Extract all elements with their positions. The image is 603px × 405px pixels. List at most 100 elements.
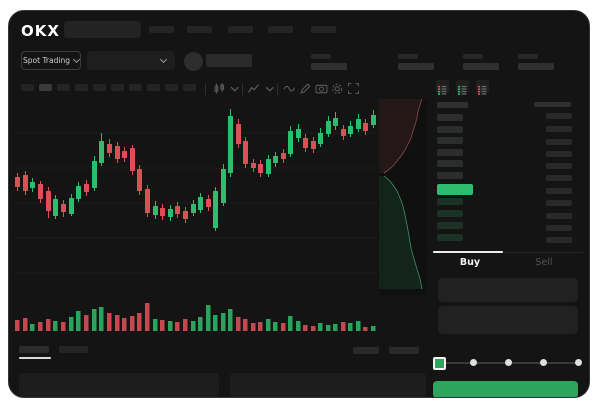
volume-bar: [84, 315, 89, 331]
amount-placeholder[interactable]: [546, 113, 572, 119]
volume-bar: [273, 322, 278, 331]
nav-item[interactable]: [149, 26, 174, 33]
orderbook-price-header: [437, 102, 468, 108]
amount-placeholder[interactable]: [546, 163, 572, 169]
amount-placeholder[interactable]: [546, 237, 572, 243]
fullscreen-icon[interactable]: [347, 82, 360, 95]
candlestick-chart[interactable]: [11, 99, 431, 295]
amount-placeholder[interactable]: [546, 188, 572, 194]
pair-dropdown[interactable]: [87, 51, 175, 70]
volume-bar: [92, 309, 97, 331]
stat-value-placeholder: [518, 63, 554, 70]
search-input[interactable]: [64, 21, 141, 38]
chevron-down-icon[interactable]: [228, 82, 241, 95]
amount-placeholder[interactable]: [546, 126, 572, 132]
chevron-down-icon[interactable]: [263, 82, 276, 95]
amount-placeholder[interactable]: [546, 225, 572, 231]
nav-item[interactable]: [228, 26, 253, 33]
volume-bar: [76, 311, 81, 331]
volume-bar: [288, 316, 293, 331]
bottom-control[interactable]: [353, 347, 379, 354]
interval-button[interactable]: [57, 84, 70, 91]
volume-bar: [175, 322, 180, 331]
volume-bar: [236, 317, 241, 331]
bid-price-placeholder[interactable]: [437, 210, 463, 217]
candle-body: [153, 206, 158, 215]
candle-body: [341, 129, 346, 136]
stat-value-placeholder: [398, 63, 434, 70]
last-price-badge[interactable]: [437, 184, 473, 195]
interval-button[interactable]: [93, 84, 106, 91]
candle-body: [348, 126, 353, 134]
bid-price-placeholder[interactable]: [437, 198, 463, 205]
bid-price-placeholder[interactable]: [437, 234, 463, 241]
ask-price-placeholder[interactable]: [437, 172, 463, 179]
interval-button[interactable]: [75, 84, 88, 91]
slider-stop[interactable]: [539, 359, 547, 366]
slider-stop[interactable]: [574, 359, 582, 366]
depth-asks-area: [379, 99, 422, 173]
bottom-tab-active[interactable]: [19, 346, 49, 353]
interval-button[interactable]: [129, 84, 142, 91]
nav-item[interactable]: [187, 26, 212, 33]
volume-bar: [228, 309, 233, 331]
amount-placeholder[interactable]: [546, 200, 572, 206]
amount-placeholder[interactable]: [546, 175, 572, 181]
slider-stop[interactable]: [504, 359, 512, 366]
stat-label-placeholder: [518, 54, 538, 59]
volume-bar: [191, 321, 196, 331]
candle-body: [303, 138, 308, 148]
slider-stop[interactable]: [469, 359, 477, 366]
ask-price-placeholder[interactable]: [437, 149, 463, 156]
volume-bar: [296, 321, 301, 331]
volume-bar: [69, 317, 74, 331]
depth-asks-line: [383, 99, 423, 174]
interval-button[interactable]: [183, 84, 196, 91]
volume-bar: [115, 315, 120, 331]
ask-price-placeholder[interactable]: [437, 160, 463, 167]
amount-placeholder[interactable]: [546, 151, 572, 157]
wave-tool-icon[interactable]: [283, 82, 296, 95]
settings-icon[interactable]: [331, 82, 344, 95]
asks-only-icon[interactable]: [476, 80, 489, 95]
volume-bar: [23, 318, 28, 331]
interval-button[interactable]: [147, 84, 160, 91]
nav-item[interactable]: [268, 26, 293, 33]
camera-icon[interactable]: [315, 82, 328, 95]
candle-body: [130, 148, 135, 171]
candle-body: [46, 191, 51, 211]
okx-logo[interactable]: OKX: [21, 22, 60, 40]
toolbar-divider: [242, 83, 243, 95]
interval-button[interactable]: [111, 84, 124, 91]
price-field[interactable]: [438, 278, 578, 302]
amount-field[interactable]: [438, 306, 578, 334]
interval-button[interactable]: [39, 84, 52, 91]
stat-value-placeholder: [311, 63, 347, 70]
nav-item[interactable]: [311, 26, 336, 33]
volume-bar: [38, 322, 43, 331]
bids-only-icon[interactable]: [456, 80, 469, 95]
ask-price-placeholder[interactable]: [437, 114, 463, 121]
ask-price-placeholder[interactable]: [437, 126, 463, 133]
volume-bar: [356, 321, 361, 331]
slider-handle[interactable]: [432, 357, 446, 370]
candle-body: [311, 141, 316, 149]
bottom-control[interactable]: [389, 347, 419, 354]
indicators-icon[interactable]: [247, 82, 260, 95]
ask-price-placeholder[interactable]: [437, 137, 463, 144]
bottom-tab[interactable]: [59, 346, 88, 353]
candle-body: [183, 211, 188, 219]
tab-buy[interactable]: Buy: [459, 257, 481, 268]
draw-icon[interactable]: [299, 82, 312, 95]
interval-button[interactable]: [165, 84, 178, 91]
amount-placeholder[interactable]: [546, 139, 572, 145]
interval-button[interactable]: [21, 84, 34, 91]
buy-submit-button[interactable]: [433, 381, 578, 397]
market-type-selector[interactable]: Spot Trading: [21, 51, 81, 70]
tab-sell[interactable]: Sell: [535, 257, 553, 268]
bid-price-placeholder[interactable]: [437, 222, 463, 229]
candle-style-icon[interactable]: [213, 82, 226, 95]
stat-label-placeholder: [311, 54, 331, 59]
combined-book-icon[interactable]: [436, 80, 449, 95]
amount-placeholder[interactable]: [546, 213, 572, 219]
